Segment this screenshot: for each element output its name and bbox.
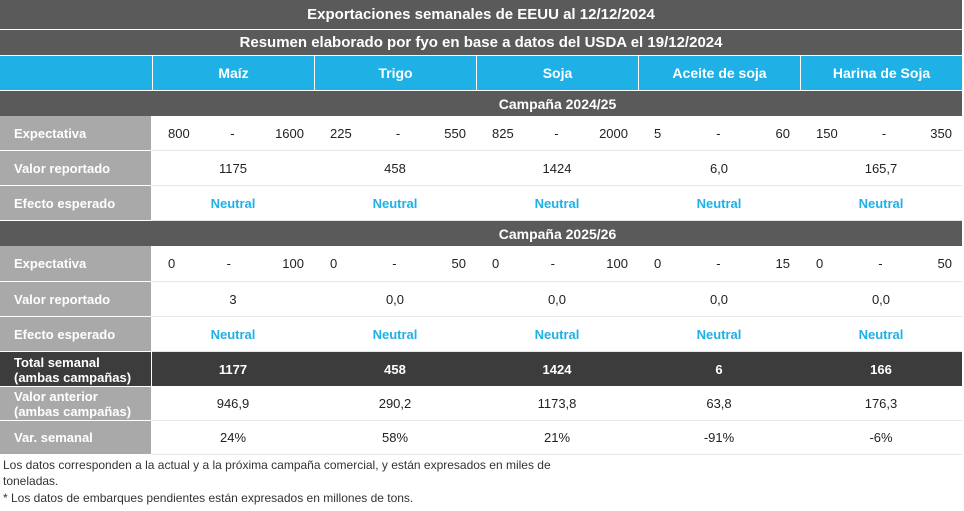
title-row: Exportaciones semanales de EEUU al 12/12… (0, 0, 962, 29)
previous-cell: 946,9 (152, 387, 314, 421)
row-label: Efecto esperado (0, 317, 152, 352)
effect-cell: Neutral (476, 186, 638, 221)
value-cell: 0,0 (638, 282, 800, 317)
header-aceite: Aceite de soja (639, 56, 801, 90)
table-subtitle: Resumen elaborado por fyo en base a dato… (0, 30, 962, 55)
table-row: Valor reportado 3 0,0 0,0 0,0 0,0 (0, 282, 962, 317)
previous-label: Valor anterior (ambas campañas) (0, 387, 152, 421)
footnote-line2: toneladas. (3, 474, 59, 488)
campaign-header-row: Campaña 2024/25 (0, 91, 962, 116)
row-label: Valor reportado (0, 282, 152, 317)
row-label: Valor reportado (0, 151, 152, 186)
table-row: Expectativa 0-100 0-50 0-100 0-15 0-50 (0, 246, 962, 282)
value-cell: 0,0 (476, 282, 638, 317)
variation-cell: 58% (314, 421, 476, 455)
value-cell: 0,0 (314, 282, 476, 317)
footnote-line1: Los datos corresponden a la actual y a l… (3, 458, 551, 472)
row-label: Expectativa (0, 116, 152, 151)
footnote-line3: * Los datos de embarques pendientes está… (3, 491, 414, 505)
range-cell: 225-550 (314, 116, 476, 151)
subtitle-row: Resumen elaborado por fyo en base a dato… (0, 30, 962, 55)
range-cell: 150-350 (800, 116, 962, 151)
header-maiz: Maíz (153, 56, 315, 90)
table-title: Exportaciones semanales de EEUU al 12/12… (0, 0, 962, 29)
total-cell: 458 (314, 352, 476, 387)
previous-cell: 63,8 (638, 387, 800, 421)
total-row: Total semanal (ambas campañas) 1177 458 1… (0, 352, 962, 387)
effect-cell: Neutral (638, 186, 800, 221)
effect-cell: Neutral (152, 317, 314, 352)
header-soja: Soja (477, 56, 639, 90)
variation-cell: -91% (638, 421, 800, 455)
table-row: Efecto esperado Neutral Neutral Neutral … (0, 317, 962, 352)
previous-cell: 290,2 (314, 387, 476, 421)
effect-cell: Neutral (314, 317, 476, 352)
variation-cell: -6% (800, 421, 962, 455)
variation-row: Var. semanal 24% 58% 21% -91% -6% (0, 421, 962, 455)
value-cell: 1424 (476, 151, 638, 186)
row-label: Expectativa (0, 246, 152, 282)
campaign-2024-title: Campaña 2024/25 (153, 91, 962, 116)
previous-cell: 1173,8 (476, 387, 638, 421)
total-cell: 166 (800, 352, 962, 387)
effect-cell: Neutral (800, 317, 962, 352)
effect-cell: Neutral (152, 186, 314, 221)
value-cell: 458 (314, 151, 476, 186)
table-row: Valor reportado 1175 458 1424 6,0 165,7 (0, 151, 962, 186)
total-cell: 6 (638, 352, 800, 387)
table-row: Expectativa 800-1600 225-550 825-2000 5-… (0, 116, 962, 151)
total-cell: 1177 (152, 352, 314, 387)
effect-cell: Neutral (314, 186, 476, 221)
variation-cell: 21% (476, 421, 638, 455)
campaign-blank (0, 221, 153, 246)
effect-cell: Neutral (800, 186, 962, 221)
column-header-row: Maíz Trigo Soja Aceite de soja Harina de… (0, 56, 962, 90)
row-label: Efecto esperado (0, 186, 152, 221)
total-cell: 1424 (476, 352, 638, 387)
previous-row: Valor anterior (ambas campañas) 946,9 290… (0, 387, 962, 421)
range-cell: 0-50 (800, 246, 962, 282)
value-cell: 0,0 (800, 282, 962, 317)
value-cell: 3 (152, 282, 314, 317)
range-cell: 5-60 (638, 116, 800, 151)
campaign-blank (0, 91, 153, 116)
range-cell: 0-15 (638, 246, 800, 282)
variation-label: Var. semanal (0, 421, 152, 455)
range-cell: 0-100 (476, 246, 638, 282)
table-row: Efecto esperado Neutral Neutral Neutral … (0, 186, 962, 221)
variation-cell: 24% (152, 421, 314, 455)
campaign-2025-title: Campaña 2025/26 (153, 221, 962, 246)
campaign-header-row: Campaña 2025/26 (0, 221, 962, 246)
range-cell: 0-50 (314, 246, 476, 282)
header-trigo: Trigo (315, 56, 477, 90)
effect-cell: Neutral (638, 317, 800, 352)
header-harina: Harina de Soja (801, 56, 962, 90)
value-cell: 1175 (152, 151, 314, 186)
previous-cell: 176,3 (800, 387, 962, 421)
value-cell: 6,0 (638, 151, 800, 186)
total-label: Total semanal (ambas campañas) (0, 352, 152, 387)
value-cell: 165,7 (800, 151, 962, 186)
effect-cell: Neutral (476, 317, 638, 352)
header-blank (0, 56, 153, 90)
range-cell: 0-100 (152, 246, 314, 282)
range-cell: 800-1600 (152, 116, 314, 151)
range-cell: 825-2000 (476, 116, 638, 151)
